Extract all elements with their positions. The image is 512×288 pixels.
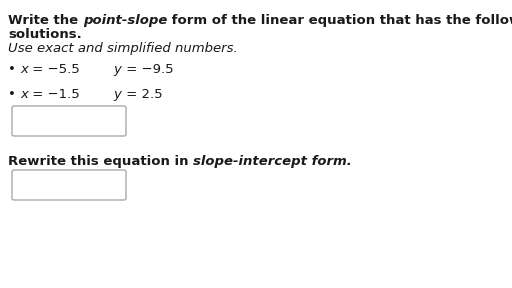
Text: slope-intercept form.: slope-intercept form. bbox=[193, 155, 352, 168]
Text: Rewrite this equation in: Rewrite this equation in bbox=[8, 155, 193, 168]
Text: = −1.5: = −1.5 bbox=[28, 88, 80, 101]
Text: Use exact and simplified numbers.: Use exact and simplified numbers. bbox=[8, 42, 238, 55]
Text: = −5.5: = −5.5 bbox=[28, 63, 80, 76]
FancyBboxPatch shape bbox=[12, 170, 126, 200]
Text: solutions.: solutions. bbox=[8, 28, 82, 41]
FancyBboxPatch shape bbox=[12, 106, 126, 136]
Text: form of the linear equation that has the following: form of the linear equation that has the… bbox=[167, 14, 512, 27]
Text: y: y bbox=[114, 88, 122, 101]
Text: x: x bbox=[20, 63, 28, 76]
Text: = −9.5: = −9.5 bbox=[122, 63, 173, 76]
Text: •: • bbox=[8, 88, 20, 101]
Text: Write the: Write the bbox=[8, 14, 83, 27]
Text: x: x bbox=[20, 88, 28, 101]
Text: point-slope: point-slope bbox=[83, 14, 167, 27]
Text: •: • bbox=[8, 63, 20, 76]
Text: = 2.5: = 2.5 bbox=[122, 88, 162, 101]
Text: y: y bbox=[114, 63, 122, 76]
